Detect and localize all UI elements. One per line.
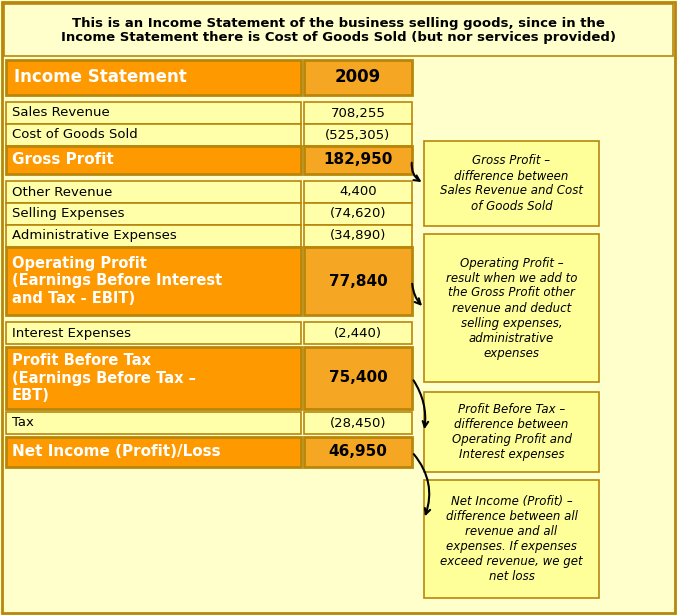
Bar — [6, 60, 301, 95]
Text: Income Statement: Income Statement — [14, 68, 187, 87]
Text: Income Statement there is Cost of Goods Sold (but nor services provided): Income Statement there is Cost of Goods … — [61, 31, 616, 44]
Text: 46,950: 46,950 — [328, 445, 387, 459]
Bar — [6, 102, 301, 124]
Bar — [304, 412, 412, 434]
Text: Gross Profit: Gross Profit — [12, 153, 114, 167]
Bar — [6, 247, 301, 315]
Bar — [6, 124, 301, 146]
Bar — [6, 437, 301, 467]
Text: Net Income (Profit)/Loss: Net Income (Profit)/Loss — [12, 445, 221, 459]
Bar — [304, 247, 412, 315]
Text: (525,305): (525,305) — [326, 129, 391, 141]
Bar — [304, 347, 412, 409]
Bar — [424, 234, 599, 382]
Bar — [6, 181, 301, 203]
Text: (2,440): (2,440) — [334, 327, 382, 339]
Bar — [304, 322, 412, 344]
Bar — [4, 4, 673, 56]
Bar — [304, 146, 412, 174]
Bar — [304, 225, 412, 247]
Bar — [6, 203, 301, 225]
Text: 182,950: 182,950 — [324, 153, 393, 167]
Text: Interest Expenses: Interest Expenses — [12, 327, 131, 339]
Text: Profit Before Tax –
difference between
Operating Profit and
Interest expenses: Profit Before Tax – difference between O… — [452, 403, 571, 461]
Bar — [6, 412, 301, 434]
Text: Sales Revenue: Sales Revenue — [12, 106, 110, 119]
Bar — [424, 392, 599, 472]
Bar — [304, 124, 412, 146]
Bar — [304, 203, 412, 225]
Text: Operating Profit
(Earnings Before Interest
and Tax - EBIT): Operating Profit (Earnings Before Intere… — [12, 256, 222, 306]
Text: 4,400: 4,400 — [339, 186, 377, 199]
Text: (34,890): (34,890) — [330, 229, 386, 242]
Text: 77,840: 77,840 — [328, 274, 387, 288]
Bar — [6, 322, 301, 344]
Bar — [424, 141, 599, 226]
Text: Profit Before Tax
(Earnings Before Tax –
EBT): Profit Before Tax (Earnings Before Tax –… — [12, 353, 196, 403]
Text: Administrative Expenses: Administrative Expenses — [12, 229, 177, 242]
Text: (28,450): (28,450) — [330, 416, 387, 429]
Text: 2009: 2009 — [335, 68, 381, 87]
Text: Gross Profit –
difference between
Sales Revenue and Cost
of Goods Sold: Gross Profit – difference between Sales … — [440, 154, 583, 213]
Text: (74,620): (74,620) — [330, 207, 387, 221]
Bar — [6, 146, 301, 174]
Bar — [304, 181, 412, 203]
Text: This is an Income Statement of the business selling goods, since in the: This is an Income Statement of the busin… — [72, 17, 605, 31]
Text: Net Income (Profit) –
difference between all
revenue and all
expenses. If expens: Net Income (Profit) – difference between… — [440, 495, 583, 583]
Text: Other Revenue: Other Revenue — [12, 186, 112, 199]
Text: Selling Expenses: Selling Expenses — [12, 207, 125, 221]
Text: 708,255: 708,255 — [330, 106, 385, 119]
Text: Cost of Goods Sold: Cost of Goods Sold — [12, 129, 137, 141]
Text: 75,400: 75,400 — [328, 370, 387, 386]
Bar — [304, 102, 412, 124]
Bar — [424, 480, 599, 598]
Bar — [304, 437, 412, 467]
Bar — [6, 347, 301, 409]
Bar — [6, 225, 301, 247]
Text: Operating Profit –
result when we add to
the Gross Profit other
revenue and dedu: Operating Profit – result when we add to… — [445, 256, 577, 360]
Bar — [304, 60, 412, 95]
Text: Tax: Tax — [12, 416, 34, 429]
